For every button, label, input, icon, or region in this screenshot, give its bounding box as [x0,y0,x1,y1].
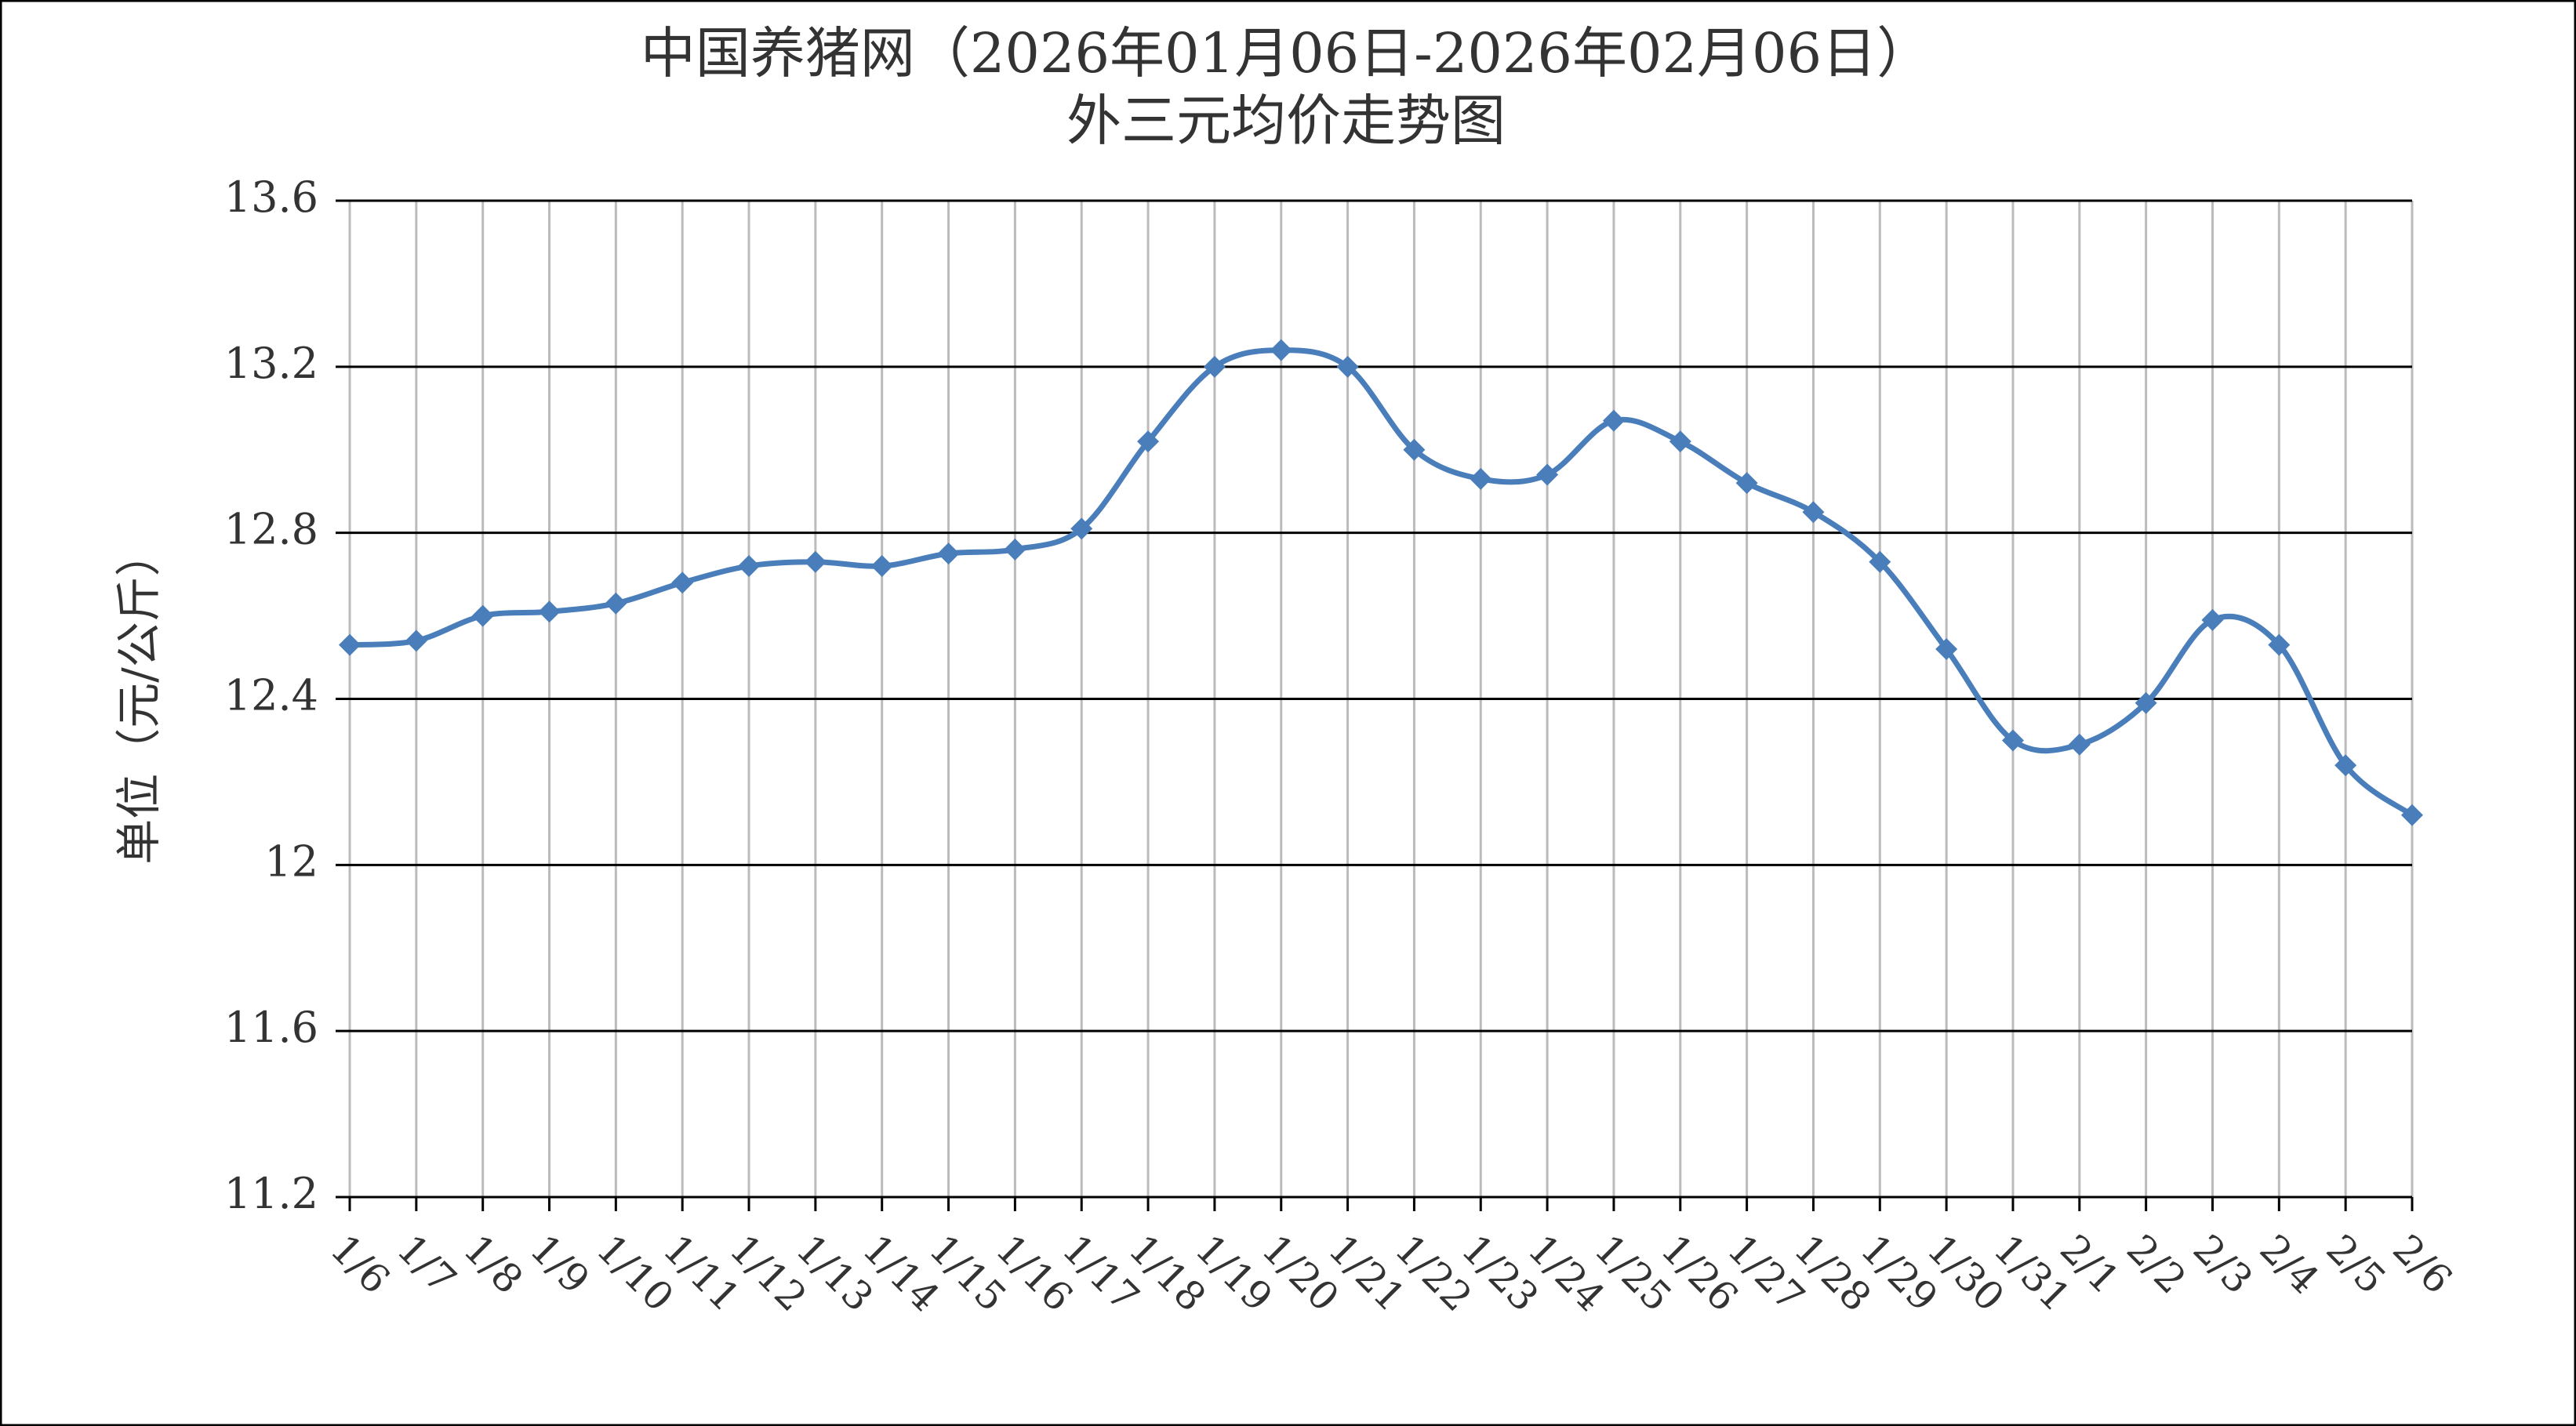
data-marker [1470,467,1492,490]
data-marker [405,630,427,652]
data-marker [2334,754,2357,777]
data-marker [2401,804,2423,826]
data-marker [1735,472,1758,495]
data-marker [1070,517,1093,540]
data-marker [1403,438,1426,461]
data-marker [1336,355,1359,378]
y-tick-label: 12.4 [224,671,318,720]
data-marker [1536,463,1559,486]
data-marker [2001,729,2024,752]
chart-subtitle: 外三元均价走势图 [1066,89,1506,153]
data-marker [471,604,494,627]
data-marker [2268,633,2291,656]
data-marker [339,633,361,656]
y-tick-label: 12.8 [224,505,318,554]
data-marker [2201,608,2224,631]
data-marker [738,555,761,578]
y-axis-label: 单位（元/公斤） [112,531,165,865]
data-marker [2068,733,2091,756]
y-tick-label: 12 [264,836,318,886]
data-marker [1203,355,1226,378]
y-tick-label: 11.2 [224,1169,318,1218]
data-marker [1802,501,1825,524]
data-marker [1004,538,1026,561]
data-marker [1137,430,1160,453]
y-tick-label: 11.6 [224,1003,318,1052]
y-tick-label: 13.2 [224,339,318,388]
data-marker [671,571,694,594]
data-marker [1270,339,1292,361]
data-marker [2135,691,2157,714]
data-marker [804,550,827,573]
data-marker [1869,550,1891,573]
data-marker [1669,430,1691,453]
data-marker [1602,409,1625,432]
chart-title: 中国养猪网（2026年01月06日-2026年02月06日） [641,21,1931,85]
data-marker [937,542,960,565]
y-tick-label: 13.6 [224,172,318,222]
data-marker [870,555,893,578]
data-marker [605,592,627,615]
data-marker [538,601,561,623]
data-marker [1935,637,1958,660]
